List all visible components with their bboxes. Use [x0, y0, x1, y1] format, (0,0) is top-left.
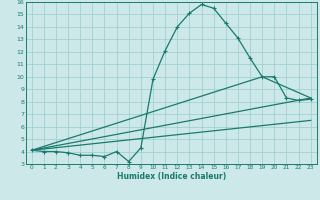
X-axis label: Humidex (Indice chaleur): Humidex (Indice chaleur)	[116, 172, 226, 181]
